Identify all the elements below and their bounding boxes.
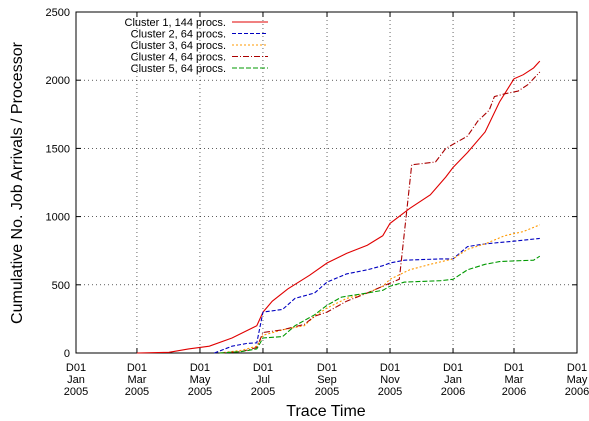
- legend: Cluster 1, 144 procs.Cluster 2, 64 procs…: [125, 17, 268, 75]
- x-tick-label-line: Jan: [444, 374, 462, 386]
- y-tick-label: 1500: [46, 143, 70, 155]
- x-tick-label: D01 Mar 2006: [502, 362, 526, 398]
- y-axis: 0 500 1000 1500 2000 2500: [46, 7, 577, 360]
- x-tick-label-line: D01: [567, 362, 587, 374]
- plot-frame: [75, 11, 578, 354]
- x-tick-label: D01 May 2006: [565, 362, 589, 398]
- x-axis-label: Trace Time: [286, 403, 366, 420]
- x-tick-label: D01 Jan 2005: [64, 362, 88, 398]
- x-tick-label-line: 2006: [565, 386, 589, 398]
- legend-label: Cluster 3, 64 procs.: [131, 40, 226, 52]
- x-tick-label: D01 Sep 2005: [315, 362, 339, 398]
- x-tick-label-line: 2006: [502, 386, 526, 398]
- x-tick-label-line: D01: [190, 362, 210, 374]
- x-tick-label-line: Sep: [317, 374, 337, 386]
- series-line-cluster-5: [219, 255, 541, 354]
- x-tick-label-line: Mar: [127, 374, 146, 386]
- y-tick-label: 2500: [46, 7, 70, 19]
- x-tick-label-line: Jul: [256, 374, 270, 386]
- y-tick-label: 500: [52, 280, 70, 292]
- x-tick-label-line: Nov: [380, 374, 400, 386]
- x-tick-label-line: D01: [127, 362, 147, 374]
- x-tick-label-line: D01: [66, 362, 86, 374]
- x-tick-label-line: May: [190, 374, 211, 386]
- legend-label: Cluster 4, 64 procs.: [131, 52, 226, 64]
- x-tick-label-line: D01: [253, 362, 273, 374]
- x-tick-label-line: D01: [380, 362, 400, 374]
- y-tick-label: 1000: [46, 212, 70, 224]
- x-tick-label: D01 Jul 2005: [251, 362, 275, 398]
- y-tick-label: 2000: [46, 75, 70, 87]
- x-tick-label-line: 2005: [125, 386, 149, 398]
- x-tick-label: D01 Mar 2005: [125, 362, 149, 398]
- series-line-cluster-3: [219, 224, 541, 354]
- legend-label: Cluster 5, 64 procs.: [131, 63, 226, 75]
- series-lines: [136, 60, 541, 354]
- x-tick-label-line: D01: [317, 362, 337, 374]
- x-tick-label-line: 2005: [64, 386, 88, 398]
- series-line-cluster-2: [214, 237, 540, 354]
- y-tick-label: 0: [64, 348, 70, 360]
- legend-label: Cluster 2, 64 procs.: [131, 29, 226, 41]
- x-tick-label-line: Jan: [67, 374, 85, 386]
- x-tick-label-line: 2006: [441, 386, 465, 398]
- x-tick-label-line: May: [567, 374, 588, 386]
- series-line-cluster-1: [136, 60, 541, 354]
- x-tick-label-line: D01: [443, 362, 463, 374]
- x-tick-label-line: 2005: [378, 386, 402, 398]
- x-tick-label: D01 Jan 2006: [441, 362, 465, 398]
- x-tick-label: D01 May 2005: [188, 362, 212, 398]
- x-tick-label-line: 2005: [188, 386, 212, 398]
- x-tick-label: D01 Nov 2005: [378, 362, 402, 398]
- y-axis-label: Cumulative No. Job Arrivals / Processor: [9, 41, 26, 324]
- series-line-cluster-4: [219, 71, 541, 354]
- x-tick-label-line: 2005: [315, 386, 339, 398]
- x-tick-label-line: 2005: [251, 386, 275, 398]
- x-tick-label-line: Mar: [505, 374, 524, 386]
- legend-label: Cluster 1, 144 procs.: [125, 17, 227, 29]
- x-tick-label-line: D01: [504, 362, 524, 374]
- grid: [76, 12, 577, 353]
